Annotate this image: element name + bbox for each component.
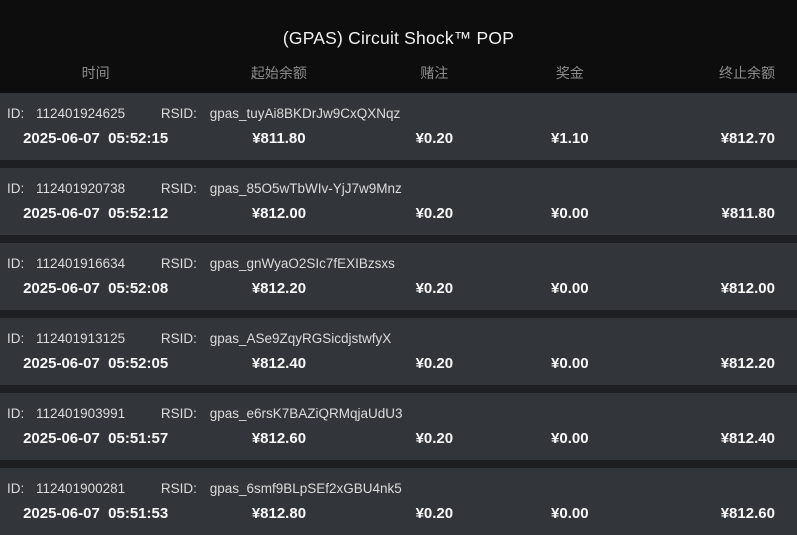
row-id-label: ID: bbox=[7, 181, 25, 196]
row-id-value: 112401900281 bbox=[36, 481, 126, 496]
row-prize: ¥0.00 bbox=[551, 430, 589, 447]
row-values: 2025-06-07 05:52:12 ¥812.00 ¥0.20 ¥0.00 … bbox=[0, 203, 797, 224]
column-header-time: 时间 bbox=[81, 65, 110, 81]
row-identifiers: ID: 112401903991 RSID: gpas_e6rsK7BAZiQR… bbox=[0, 404, 797, 423]
row-start-balance: ¥812.00 bbox=[251, 205, 307, 222]
row-id-label: ID: bbox=[7, 406, 25, 421]
row-time: 2025-06-07 05:51:57 bbox=[23, 430, 169, 447]
row-rsid-value: gpas_tuyAi8BKDrJw9CxQXNqz bbox=[209, 106, 401, 121]
row-id-value: 112401903991 bbox=[36, 406, 126, 421]
row-id-value: 112401913125 bbox=[36, 331, 126, 346]
row-rsid-value: gpas_85O5wTbWIv-YjJ7w9Mnz bbox=[209, 181, 402, 196]
table-body: ID: 112401924625 RSID: gpas_tuyAi8BKDrJw… bbox=[0, 93, 797, 535]
column-header-end-balance: 终止余额 bbox=[718, 65, 775, 81]
row-bet: ¥0.20 bbox=[415, 205, 454, 222]
row-rsid-label: RSID: bbox=[160, 106, 197, 121]
row-bet: ¥0.20 bbox=[415, 130, 454, 147]
row-end-balance: ¥812.70 bbox=[720, 130, 775, 147]
row-identifiers: ID: 112401913125 RSID: gpas_ASe9ZqyRGSic… bbox=[0, 329, 797, 348]
row-end-balance: ¥812.00 bbox=[720, 280, 775, 297]
row-time: 2025-06-07 05:51:53 bbox=[23, 505, 169, 522]
row-start-balance: ¥811.80 bbox=[252, 130, 306, 147]
row-rsid-label: RSID: bbox=[160, 481, 197, 496]
row-start-balance: ¥812.60 bbox=[251, 430, 307, 447]
row-id-label: ID: bbox=[7, 331, 25, 346]
row-bet: ¥0.20 bbox=[415, 280, 454, 297]
table-row[interactable]: ID: 112401916634 RSID: gpas_gnWyaO2SIc7f… bbox=[0, 243, 797, 310]
row-id-label: ID: bbox=[7, 481, 25, 496]
row-end-balance: ¥811.80 bbox=[721, 205, 775, 222]
row-start-balance: ¥812.80 bbox=[251, 505, 307, 522]
row-rsid-label: RSID: bbox=[160, 331, 197, 346]
row-bet: ¥0.20 bbox=[415, 430, 454, 447]
row-prize: ¥0.00 bbox=[551, 205, 589, 222]
table-row[interactable]: ID: 112401903991 RSID: gpas_e6rsK7BAZiQR… bbox=[0, 393, 797, 460]
row-start-balance: ¥812.20 bbox=[251, 280, 307, 297]
page-title: (GPAS) Circuit Shock™ POP bbox=[282, 28, 515, 48]
row-values: 2025-06-07 05:51:53 ¥812.80 ¥0.20 ¥0.00 … bbox=[0, 503, 797, 524]
row-end-balance: ¥812.40 bbox=[720, 430, 775, 447]
row-prize: ¥0.00 bbox=[551, 505, 589, 522]
row-time: 2025-06-07 05:52:05 bbox=[23, 355, 169, 372]
row-id-value: 112401920738 bbox=[36, 181, 126, 196]
table-header-row: 时间 起始余额 赌注 奖金 终止余额 bbox=[0, 62, 797, 84]
row-prize: ¥0.00 bbox=[551, 355, 589, 372]
table-row[interactable]: ID: 112401920738 RSID: gpas_85O5wTbWIv-Y… bbox=[0, 168, 797, 235]
row-values: 2025-06-07 05:52:15 ¥811.80 ¥0.20 ¥1.10 … bbox=[0, 128, 797, 149]
row-prize: ¥1.10 bbox=[551, 130, 589, 147]
row-time: 2025-06-07 05:52:12 bbox=[23, 205, 169, 222]
row-rsid-value: gpas_gnWyaO2SIc7fEXIBzsxs bbox=[209, 256, 395, 271]
table-row[interactable]: ID: 112401913125 RSID: gpas_ASe9ZqyRGSic… bbox=[0, 318, 797, 385]
row-rsid-value: gpas_e6rsK7BAZiQRMqjaUdU3 bbox=[209, 406, 403, 421]
row-rsid-label: RSID: bbox=[160, 256, 197, 271]
row-id-label: ID: bbox=[7, 256, 25, 271]
row-values: 2025-06-07 05:52:08 ¥812.20 ¥0.20 ¥0.00 … bbox=[0, 278, 797, 299]
row-values: 2025-06-07 05:51:57 ¥812.60 ¥0.20 ¥0.00 … bbox=[0, 428, 797, 449]
row-end-balance: ¥812.20 bbox=[720, 355, 775, 372]
row-start-balance: ¥812.40 bbox=[251, 355, 307, 372]
row-time: 2025-06-07 05:52:15 bbox=[23, 130, 169, 147]
row-bet: ¥0.20 bbox=[415, 355, 454, 372]
row-id-label: ID: bbox=[7, 106, 25, 121]
row-end-balance: ¥812.60 bbox=[720, 505, 775, 522]
row-rsid-value: gpas_6smf9BLpSEf2xGBU4nk5 bbox=[209, 481, 402, 496]
table-row[interactable]: ID: 112401900281 RSID: gpas_6smf9BLpSEf2… bbox=[0, 468, 797, 535]
table-row[interactable]: ID: 112401924625 RSID: gpas_tuyAi8BKDrJw… bbox=[0, 93, 797, 160]
row-rsid-value: gpas_ASe9ZqyRGSicdjstwfyX bbox=[209, 331, 392, 346]
row-prize: ¥0.00 bbox=[551, 280, 589, 297]
row-identifiers: ID: 112401924625 RSID: gpas_tuyAi8BKDrJw… bbox=[0, 104, 797, 123]
row-bet: ¥0.20 bbox=[415, 505, 454, 522]
column-header-bet: 赌注 bbox=[420, 65, 449, 81]
row-identifiers: ID: 112401920738 RSID: gpas_85O5wTbWIv-Y… bbox=[0, 179, 797, 198]
column-header-start-balance: 起始余额 bbox=[250, 65, 307, 81]
row-id-value: 112401924625 bbox=[36, 106, 126, 121]
row-identifiers: ID: 112401916634 RSID: gpas_gnWyaO2SIc7f… bbox=[0, 254, 797, 273]
row-identifiers: ID: 112401900281 RSID: gpas_6smf9BLpSEf2… bbox=[0, 479, 797, 498]
column-header-prize: 奖金 bbox=[555, 65, 584, 81]
row-id-value: 112401916634 bbox=[36, 256, 126, 271]
row-time: 2025-06-07 05:52:08 bbox=[23, 280, 169, 297]
row-rsid-label: RSID: bbox=[160, 406, 197, 421]
row-rsid-label: RSID: bbox=[160, 181, 197, 196]
row-values: 2025-06-07 05:52:05 ¥812.40 ¥0.20 ¥0.00 … bbox=[0, 353, 797, 374]
